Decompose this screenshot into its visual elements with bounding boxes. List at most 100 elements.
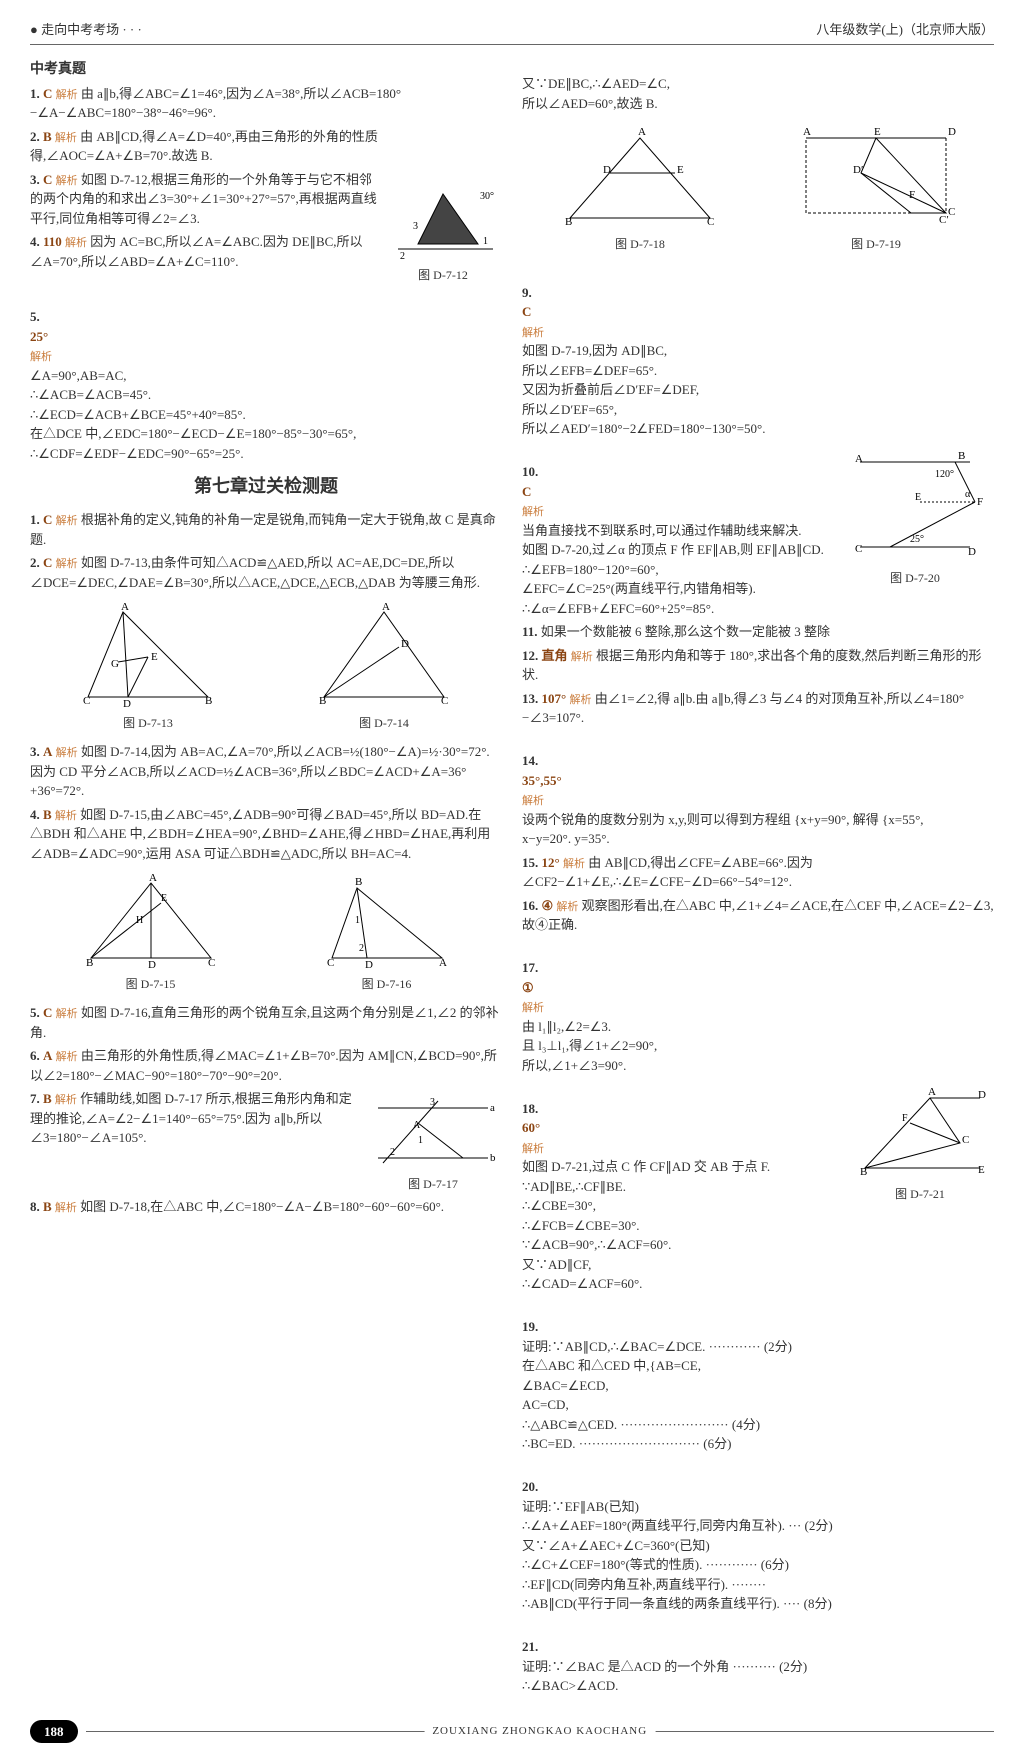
svg-text:E: E bbox=[677, 164, 684, 176]
svg-text:C: C bbox=[208, 957, 215, 969]
item-r-18: 18. 60° 解析 如图 D-7-21,过点 C 作 CF∥AD 交 AB 于… bbox=[522, 1079, 846, 1294]
right-column: 又∵DE∥BC,∴∠AED=∠C, 所以∠AED=60°,故选 B. A D E… bbox=[522, 55, 994, 1700]
footer-line: ZOUXIANG ZHONGKAO KAOCHANG bbox=[86, 1731, 995, 1732]
ch-item-1: 1. C 解析 根据补角的定义,钝角的补角一定是锐角,而钝角一定大于锐角,故 C… bbox=[30, 510, 502, 549]
item-r-15: 15. 12° 解析 由 AB∥CD,得出∠CFE=∠ABE=66°.因为∠CF… bbox=[522, 853, 994, 892]
svg-text:A: A bbox=[382, 602, 390, 613]
svg-text:B: B bbox=[319, 695, 326, 707]
item-r-11: 11. 如果一个数能被 6 整除,那么这个数一定能被 3 整除 bbox=[522, 622, 994, 642]
item-l-2: 2. B 解析 由 AB∥CD,得∠A=∠D=40°,再由三角形的外角的性质得,… bbox=[30, 127, 502, 166]
svg-text:120°: 120° bbox=[935, 469, 954, 480]
item-r-9: 9. C 解析 如图 D-7-19,因为 AD∥BC, 所以∠EFB=∠DEF=… bbox=[522, 263, 994, 439]
footer-pinyin: ZOUXIANG ZHONGKAO KAOCHANG bbox=[424, 1723, 655, 1740]
svg-text:F: F bbox=[977, 496, 983, 508]
svg-text:A: A bbox=[928, 1086, 936, 1098]
svg-text:F: F bbox=[909, 189, 915, 201]
figure-d721: A D F C B E 图 D-7-21 bbox=[850, 1083, 990, 1294]
item-l-1: 1. C 解析 由 a∥b,得∠ABC=∠1=46°,因为∠A=38°,所以∠A… bbox=[30, 84, 502, 123]
answer: C bbox=[43, 86, 52, 101]
svg-text:α: α bbox=[965, 489, 971, 500]
item-r-13: 13. 107° 解析 由∠1=∠2,得 a∥b.由 a∥b,得∠3 与∠4 的… bbox=[522, 689, 994, 728]
figures-18-19: A D E B C 图 D-7-18 A E D D′ bbox=[522, 119, 994, 257]
svg-text:A: A bbox=[439, 957, 447, 969]
continue-8: 又∵DE∥BC,∴∠AED=∠C, 所以∠AED=60°,故选 B. bbox=[522, 55, 994, 114]
svg-text:F: F bbox=[902, 1113, 908, 1124]
figure-d712: 30° 3 2 1 图 D-7-12 bbox=[388, 174, 498, 284]
num: 1. bbox=[30, 86, 40, 101]
svg-text:C: C bbox=[83, 695, 90, 707]
svg-text:A: A bbox=[638, 126, 646, 138]
left-column: 中考真题 1. C 解析 由 a∥b,得∠ABC=∠1=46°,因为∠A=38°… bbox=[30, 55, 502, 1700]
svg-text:1: 1 bbox=[418, 1135, 423, 1146]
svg-text:E: E bbox=[151, 651, 158, 663]
svg-text:D: D bbox=[365, 959, 373, 971]
svg-text:E: E bbox=[161, 893, 167, 904]
svg-text:3: 3 bbox=[413, 221, 418, 232]
item-r-19: 19. 证明:∵AB∥CD,∴∠BAC=∠DCE. ············ (… bbox=[522, 1298, 994, 1454]
svg-text:1: 1 bbox=[355, 915, 360, 926]
svg-text:D: D bbox=[123, 698, 131, 710]
svg-text:A: A bbox=[803, 126, 811, 138]
header-title-left: ● 走向中考考场 · · · bbox=[30, 20, 142, 40]
svg-text:H: H bbox=[136, 915, 143, 926]
item-l-3: 3. C 解析 如图 D-7-12,根据三角形的一个外角等于与它不相邻的两个内角… bbox=[30, 170, 384, 229]
item-r-12: 12. 直角 解析 根据三角形内角和等于 180°,求出各个角的度数,然后判断三… bbox=[522, 646, 994, 685]
svg-text:1: 1 bbox=[483, 236, 488, 247]
item-r-10: 10. C 解析 当角直接找不到联系时,可以通过作辅助线来解决. 如图 D-7-… bbox=[522, 443, 836, 619]
svg-text:B: B bbox=[860, 1166, 867, 1178]
svg-text:3: 3 bbox=[430, 1097, 435, 1108]
svg-text:2: 2 bbox=[400, 251, 405, 262]
text: 由 a∥b,得∠ABC=∠1=46°,因为∠A=38°,所以∠ACB=180°−… bbox=[30, 86, 401, 121]
svg-text:B: B bbox=[86, 957, 93, 969]
section-zhenti: 中考真题 bbox=[30, 59, 502, 80]
ch-item-4: 4. B 解析 如图 D-7-15,由∠ABC=45°,∠ADB=90°可得∠B… bbox=[30, 805, 502, 864]
svg-text:2: 2 bbox=[359, 943, 364, 954]
svg-text:E: E bbox=[874, 126, 881, 138]
svg-text:B: B bbox=[565, 216, 572, 228]
svg-text:C: C bbox=[327, 957, 334, 969]
page-header: ● 走向中考考场 · · · 八年级数学(上)（北京师大版） bbox=[30, 20, 994, 45]
item-l-4: 4. 110 解析 因为 AC=BC,所以∠A=∠ABC.因为 DE∥BC,所以… bbox=[30, 232, 384, 271]
svg-text:D: D bbox=[948, 126, 956, 138]
item-r-17: 17. ① 解析 由 l₁∥l₂,∠2=∠3. 且 l₃⊥l₁,得∠1+∠2=9… bbox=[522, 939, 994, 1076]
ch-item-3: 3. A 解析 如图 D-7-14,因为 AB=AC,∠A=70°,所以∠ACB… bbox=[30, 742, 502, 801]
svg-text:G: G bbox=[111, 658, 119, 670]
svg-text:D′: D′ bbox=[853, 164, 863, 176]
figures-13-14: A C D E G B 图 D-7-13 A B C D 图 bbox=[30, 598, 502, 736]
figures-15-16: A E H B D C 图 D-7-15 B 1 2 C D bbox=[30, 869, 502, 997]
svg-text:D: D bbox=[148, 959, 156, 971]
svg-text:a: a bbox=[490, 1102, 495, 1114]
svg-text:C: C bbox=[962, 1134, 969, 1146]
item-r-21: 21. 证明:∵∠BAC 是△ACD 的一个外角 ·········· (2分)… bbox=[522, 1618, 994, 1696]
svg-text:C′: C′ bbox=[939, 214, 949, 226]
item-r-16: 16. ④ 解析 观察图形看出,在△ABC 中,∠1+∠4=∠ACE,在△CEF… bbox=[522, 896, 994, 935]
svg-text:C: C bbox=[707, 216, 714, 228]
item-r-20: 20. 证明:∵EF∥AB(已知) ∴∠A+∠AEF=180°(两直线平行,同旁… bbox=[522, 1458, 994, 1614]
svg-text:B: B bbox=[958, 450, 965, 462]
svg-text:C: C bbox=[441, 695, 448, 707]
svg-text:25°: 25° bbox=[910, 534, 924, 545]
page-number: 188 bbox=[30, 1720, 78, 1744]
svg-text:D: D bbox=[603, 164, 611, 176]
jiexi-label: 解析 bbox=[56, 89, 78, 101]
svg-text:C: C bbox=[948, 206, 955, 218]
svg-text:B: B bbox=[355, 876, 362, 888]
svg-text:A: A bbox=[121, 602, 129, 613]
header-title-right: 八年级数学(上)（北京师大版） bbox=[816, 20, 994, 40]
svg-text:D: D bbox=[401, 638, 409, 650]
ch-item-2: 2. C 解析 如图 D-7-13,由条件可知△ACD≌△AED,所以 AC=A… bbox=[30, 553, 502, 592]
item-l-5: 5. 25° 解析 ∠A=90°,AB=AC, ∴∠ACB=∠ACB=45°. … bbox=[30, 288, 502, 464]
main-columns: 中考真题 1. C 解析 由 a∥b,得∠ABC=∠1=46°,因为∠A=38°… bbox=[30, 55, 994, 1700]
ch-item-7: 7. B 解析 作辅助线,如图 D-7-17 所示,根据三角形内角和定理的推论,… bbox=[30, 1089, 364, 1148]
svg-text:30°: 30° bbox=[480, 191, 494, 202]
svg-text:2: 2 bbox=[390, 1147, 395, 1158]
svg-text:A: A bbox=[149, 873, 157, 884]
svg-text:A: A bbox=[413, 1120, 421, 1131]
svg-text:B: B bbox=[205, 695, 212, 707]
ch-item-6: 6. A 解析 由三角形的外角性质,得∠MAC=∠1+∠B=70°.因为 AM∥… bbox=[30, 1046, 502, 1085]
item-r-14: 14. 35°,55° 解析 设两个锐角的度数分别为 x,y,则可以得到方程组 … bbox=[522, 732, 994, 849]
figure-d720: A B 120° E α F 25° C D 图 D-7-20 bbox=[840, 447, 990, 619]
ch-item-8: 8. B 解析 如图 D-7-18,在△ABC 中,∠C=180°−∠A−∠B=… bbox=[30, 1197, 502, 1217]
chapter-title: 第七章过关检测题 bbox=[30, 473, 502, 500]
svg-text:D: D bbox=[968, 546, 976, 558]
